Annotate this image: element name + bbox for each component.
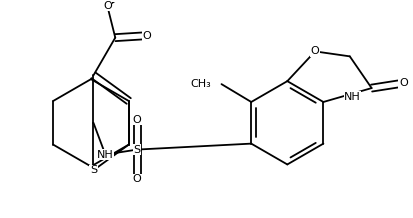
Text: CH₃: CH₃ [191, 79, 211, 89]
Text: S: S [90, 165, 97, 175]
Text: O: O [103, 1, 112, 11]
Text: O: O [133, 174, 142, 184]
Text: O: O [142, 31, 152, 41]
Text: S: S [133, 145, 141, 155]
Text: O: O [399, 78, 408, 88]
Text: NH: NH [97, 150, 114, 160]
Text: O: O [133, 115, 142, 125]
Text: NH: NH [344, 92, 361, 102]
Text: O: O [311, 46, 320, 56]
